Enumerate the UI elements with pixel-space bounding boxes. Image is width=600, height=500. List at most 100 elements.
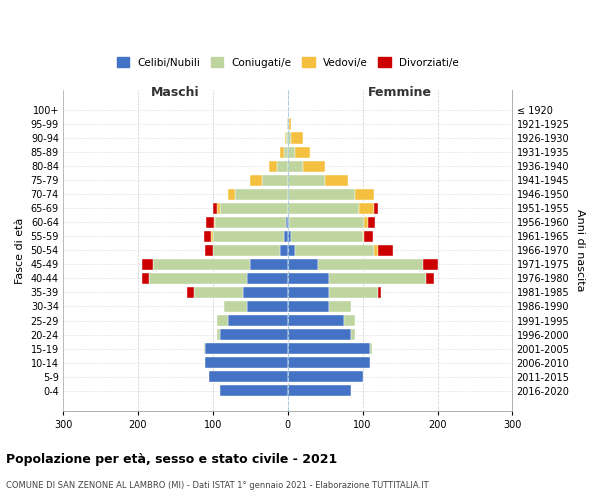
Bar: [344, 315, 355, 326]
Bar: [422, 258, 437, 270]
Bar: [205, 244, 213, 256]
Bar: [214, 216, 215, 228]
Bar: [277, 160, 288, 172]
Bar: [288, 118, 289, 130]
Bar: [288, 343, 370, 354]
Bar: [250, 174, 262, 186]
Bar: [374, 244, 377, 256]
Bar: [250, 258, 288, 270]
Bar: [205, 357, 288, 368]
Bar: [247, 300, 288, 312]
Bar: [370, 343, 371, 354]
Bar: [280, 244, 288, 256]
Bar: [288, 300, 329, 312]
Bar: [206, 216, 214, 228]
Y-axis label: Fasce di età: Fasce di età: [15, 217, 25, 284]
Bar: [288, 146, 295, 158]
Bar: [228, 315, 288, 326]
Bar: [289, 216, 364, 228]
Bar: [220, 329, 288, 340]
Bar: [288, 132, 292, 144]
Bar: [292, 230, 362, 242]
Bar: [217, 202, 220, 214]
Bar: [288, 258, 318, 270]
Text: COMUNE DI SAN ZENONE AL LAMBRO (MI) - Dati ISTAT 1° gennaio 2021 - Elaborazione : COMUNE DI SAN ZENONE AL LAMBRO (MI) - Da…: [6, 481, 428, 490]
Bar: [280, 146, 284, 158]
Bar: [220, 385, 288, 396]
Bar: [362, 230, 364, 242]
Bar: [269, 160, 277, 172]
Bar: [284, 146, 288, 158]
Bar: [213, 244, 280, 256]
Bar: [205, 343, 288, 354]
Bar: [187, 286, 194, 298]
Bar: [292, 132, 303, 144]
Legend: Celibi/Nubili, Coniugati/e, Vedovi/e, Divorziati/e: Celibi/Nubili, Coniugati/e, Vedovi/e, Di…: [113, 54, 463, 72]
Bar: [329, 286, 377, 298]
Bar: [329, 300, 352, 312]
Bar: [426, 272, 434, 284]
Y-axis label: Anni di nascita: Anni di nascita: [575, 209, 585, 292]
Bar: [288, 272, 329, 284]
Bar: [288, 357, 370, 368]
Bar: [288, 174, 325, 186]
Bar: [217, 329, 220, 340]
Bar: [325, 174, 347, 186]
Bar: [288, 188, 355, 200]
Bar: [142, 258, 153, 270]
Bar: [368, 216, 376, 228]
Bar: [377, 244, 392, 256]
Bar: [204, 343, 205, 354]
Bar: [352, 329, 355, 340]
Bar: [243, 286, 288, 298]
Bar: [288, 244, 295, 256]
Bar: [295, 244, 374, 256]
Bar: [213, 202, 217, 214]
Bar: [262, 174, 288, 186]
Bar: [288, 385, 352, 396]
Bar: [303, 160, 325, 172]
Bar: [211, 230, 213, 242]
Bar: [149, 272, 247, 284]
Bar: [288, 104, 289, 116]
Bar: [142, 272, 149, 284]
Bar: [288, 230, 292, 242]
Bar: [220, 202, 288, 214]
Bar: [287, 118, 288, 130]
Bar: [284, 230, 288, 242]
Bar: [374, 202, 377, 214]
Bar: [213, 230, 284, 242]
Bar: [329, 272, 426, 284]
Bar: [288, 371, 362, 382]
Bar: [215, 216, 286, 228]
Bar: [204, 230, 211, 242]
Bar: [288, 315, 344, 326]
Bar: [288, 329, 352, 340]
Bar: [288, 216, 289, 228]
Bar: [288, 160, 303, 172]
Bar: [355, 188, 374, 200]
Text: Popolazione per età, sesso e stato civile - 2021: Popolazione per età, sesso e stato civil…: [6, 452, 337, 466]
Text: Maschi: Maschi: [151, 86, 200, 99]
Bar: [217, 315, 228, 326]
Bar: [295, 146, 310, 158]
Bar: [247, 272, 288, 284]
Bar: [286, 216, 288, 228]
Bar: [377, 286, 382, 298]
Text: Femmine: Femmine: [368, 86, 432, 99]
Bar: [288, 202, 359, 214]
Bar: [285, 132, 286, 144]
Bar: [289, 118, 292, 130]
Bar: [364, 216, 368, 228]
Bar: [194, 286, 243, 298]
Bar: [318, 258, 422, 270]
Bar: [224, 300, 247, 312]
Bar: [288, 286, 329, 298]
Bar: [286, 132, 288, 144]
Bar: [209, 371, 288, 382]
Bar: [235, 188, 288, 200]
Bar: [153, 258, 250, 270]
Bar: [359, 202, 374, 214]
Bar: [364, 230, 373, 242]
Bar: [228, 188, 235, 200]
